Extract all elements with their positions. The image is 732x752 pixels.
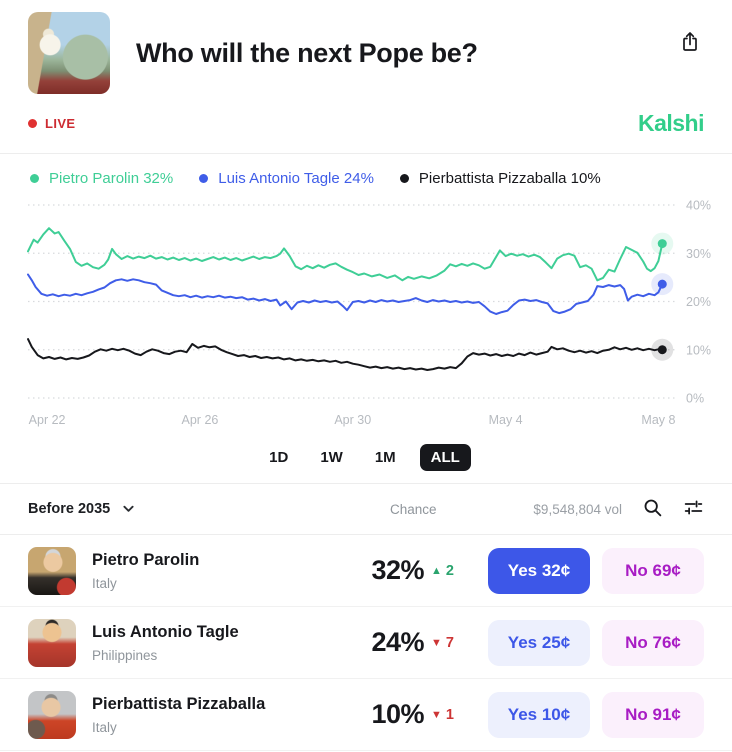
chart-legend: Pietro Parolin 32% Luis Antonio Tagle 24… xyxy=(30,170,732,187)
candidate-name: Pietro Parolin xyxy=(92,550,200,569)
svg-text:30%: 30% xyxy=(686,247,711,261)
legend-label: Luis Antonio Tagle 24% xyxy=(218,170,374,187)
svg-text:May 4: May 4 xyxy=(489,413,523,427)
avatar xyxy=(28,546,76,595)
candidate-info: Luis Antonio Tagle Philippines xyxy=(92,623,329,663)
live-indicator: LIVE xyxy=(28,116,76,131)
search-button[interactable] xyxy=(642,497,663,521)
volume-text: $9,548,804 vol xyxy=(533,501,622,517)
delta-value: 1 xyxy=(445,706,454,723)
share-button[interactable] xyxy=(676,28,704,59)
price-chart[interactable]: 0% 10% 20% 30% 40% Apr 22 Apr 26 Apr 30 May 4 May… xyxy=(0,191,732,436)
chance-value: 32% xyxy=(371,555,425,585)
range-selector: 1D 1W 1M ALL xyxy=(0,436,732,483)
range-button-1m[interactable]: 1M xyxy=(367,444,404,471)
market-row-pizzaballa[interactable]: Pierbattista Pizzaballa Italy 10% ▼ 1 Ye… xyxy=(0,679,732,751)
chance-column-header: Chance xyxy=(390,501,437,517)
legend-item-tagle: Luis Antonio Tagle 24% xyxy=(199,170,374,187)
legend-dot-icon xyxy=(199,174,209,183)
delta-value: 2 xyxy=(445,562,454,579)
candidate-info: Pierbattista Pizzaballa Italy xyxy=(92,695,329,735)
no-button[interactable]: No 76¢ xyxy=(602,619,704,666)
yes-button[interactable]: Yes 32¢ xyxy=(488,547,590,594)
status-bar: LIVE Kalshi xyxy=(0,98,732,154)
svg-text:20%: 20% xyxy=(686,295,711,309)
svg-text:Apr 30: Apr 30 xyxy=(334,413,371,427)
candidate-country: Italy xyxy=(92,719,117,735)
chance-delta: ▼ 7 xyxy=(431,635,454,651)
filter-settings-button[interactable] xyxy=(683,497,704,521)
market-row-parolin[interactable]: Pietro Parolin Italy 32% ▲ 2 Yes 32¢ No … xyxy=(0,535,732,607)
chance-delta: ▼ 1 xyxy=(431,707,454,723)
avatar xyxy=(28,618,76,667)
sliders-icon xyxy=(683,497,704,521)
avatar xyxy=(28,690,76,739)
search-icon xyxy=(642,497,663,521)
market-filter-bar: Before 2035 Chance $9,548,804 vol xyxy=(0,483,732,535)
live-dot-icon xyxy=(28,119,37,128)
delta-value: 7 xyxy=(445,634,454,651)
candidate-name: Luis Antonio Tagle xyxy=(92,622,239,641)
delta-down-icon: ▼ xyxy=(431,636,442,649)
no-button[interactable]: No 69¢ xyxy=(602,547,704,594)
yes-button[interactable]: Yes 10¢ xyxy=(488,691,590,738)
chance-block: 32% ▲ 2 xyxy=(329,555,454,586)
delta-down-icon: ▼ xyxy=(431,708,442,721)
share-icon xyxy=(678,32,702,57)
svg-text:40%: 40% xyxy=(686,199,711,213)
legend-dot-icon xyxy=(30,174,39,183)
event-thumbnail xyxy=(28,12,110,94)
candidate-name: Pierbattista Pizzaballa xyxy=(92,694,266,713)
svg-text:May 8: May 8 xyxy=(641,413,675,427)
chance-delta: ▲ 2 xyxy=(431,563,454,579)
yes-button[interactable]: Yes 25¢ xyxy=(488,619,590,666)
event-header: Who will the next Pope be? xyxy=(0,0,732,98)
candidate-info: Pietro Parolin Italy xyxy=(92,551,329,591)
legend-label: Pietro Parolin 32% xyxy=(49,170,174,187)
legend-item-parolin: Pietro Parolin 32% xyxy=(30,170,173,187)
market-row-tagle[interactable]: Luis Antonio Tagle Philippines 24% ▼ 7 Y… xyxy=(0,607,732,679)
chance-block: 10% ▼ 1 xyxy=(329,699,454,730)
candidate-country: Italy xyxy=(92,575,117,591)
chance-value: 24% xyxy=(371,627,425,657)
svg-text:Apr 26: Apr 26 xyxy=(182,413,219,427)
chance-value: 10% xyxy=(371,699,425,729)
delta-up-icon: ▲ xyxy=(431,564,442,577)
legend-item-pizzaballa: Pierbattista Pizzaballa 10% xyxy=(399,170,601,187)
contract-dropdown-label: Before 2035 xyxy=(28,501,111,517)
range-button-all[interactable]: ALL xyxy=(419,444,471,471)
no-button[interactable]: No 91¢ xyxy=(602,691,704,738)
live-label: LIVE xyxy=(45,116,76,131)
svg-text:0%: 0% xyxy=(686,392,704,406)
kalshi-logo: Kalshi xyxy=(637,110,705,136)
legend-label: Pierbattista Pizzaballa 10% xyxy=(418,170,601,187)
legend-dot-icon xyxy=(399,174,409,183)
filter-right-group: $9,548,804 vol xyxy=(533,497,704,521)
chance-block: 24% ▼ 7 xyxy=(329,627,454,658)
candidate-country: Philippines xyxy=(92,647,158,663)
page-title: Who will the next Pope be? xyxy=(136,37,478,68)
range-button-1w[interactable]: 1W xyxy=(312,444,351,471)
svg-text:10%: 10% xyxy=(686,343,711,357)
svg-text:Apr 22: Apr 22 xyxy=(29,413,66,427)
chevron-down-icon xyxy=(123,501,134,517)
range-button-1d[interactable]: 1D xyxy=(261,444,296,471)
contract-dropdown[interactable]: Before 2035 xyxy=(28,501,134,517)
